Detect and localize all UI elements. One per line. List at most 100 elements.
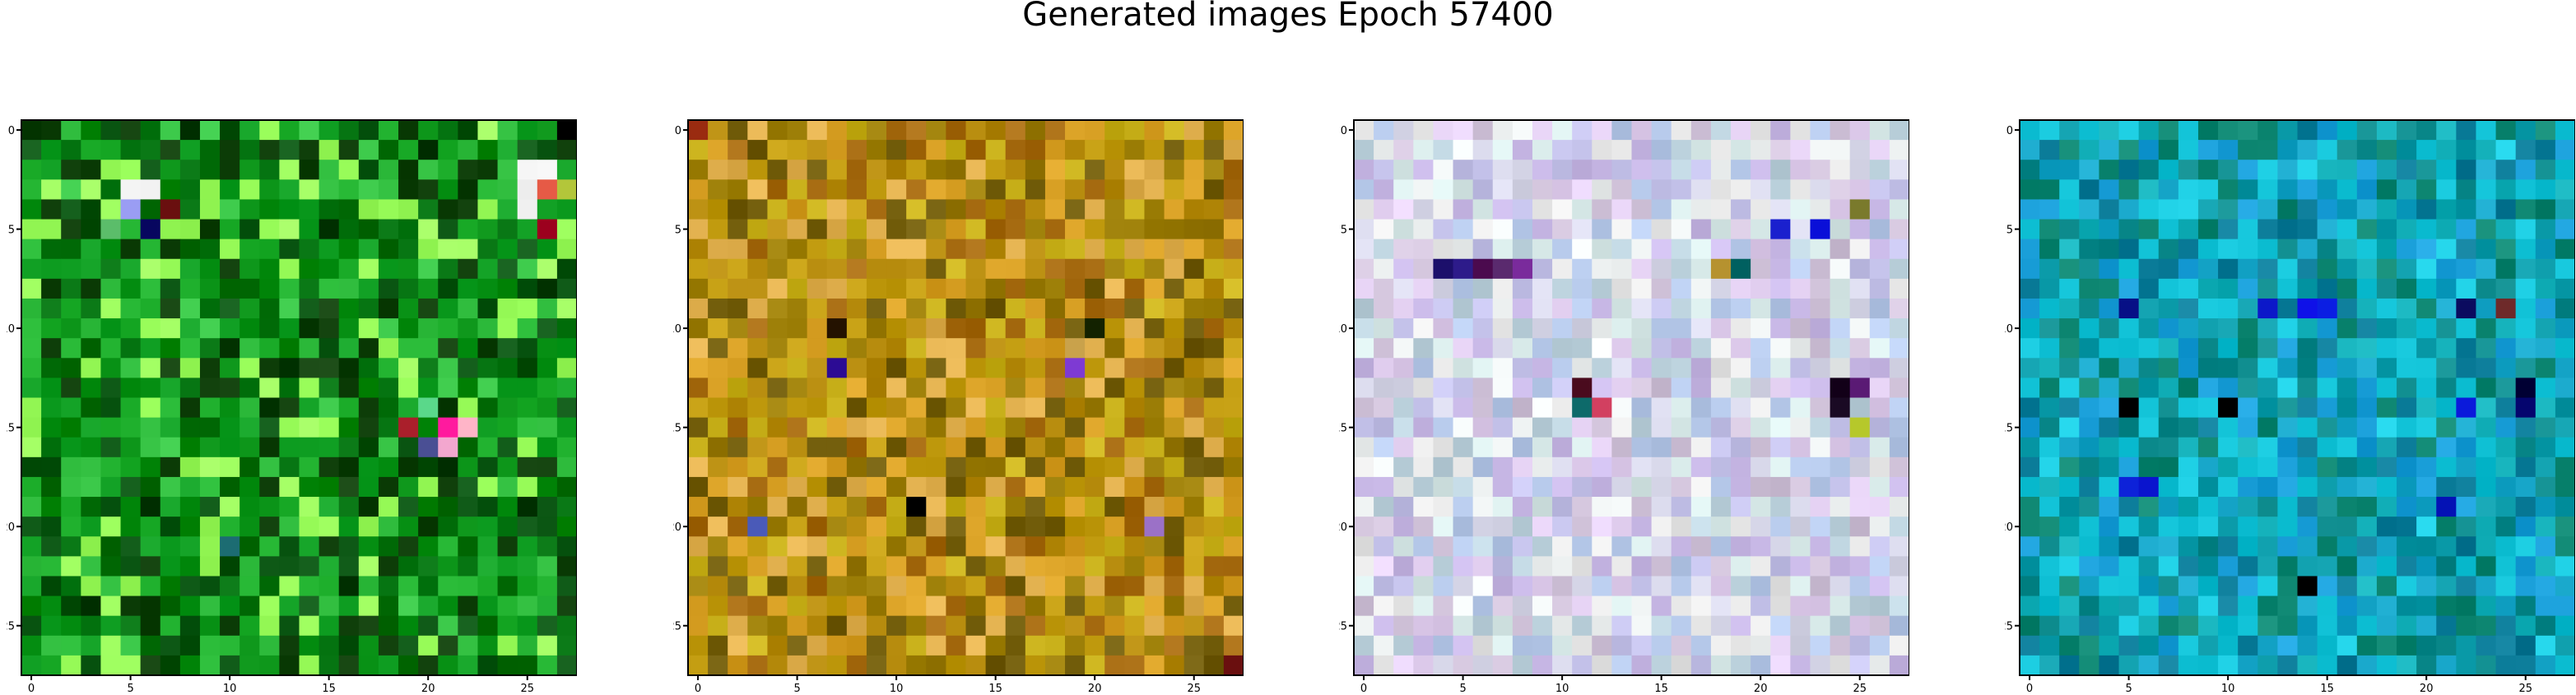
pixel: [1532, 179, 1553, 201]
pixel: [866, 278, 887, 299]
pixel: [1710, 140, 1732, 160]
pixel: [179, 536, 201, 557]
pixel: [418, 378, 439, 399]
pixel: [1611, 378, 1633, 399]
pixel: [1512, 615, 1533, 637]
pixel: [2356, 278, 2378, 299]
pixel: [866, 497, 887, 517]
pixel: [1472, 417, 1494, 438]
pixel: [906, 179, 927, 201]
pixel: [1830, 239, 1851, 260]
pixel: [2397, 318, 2417, 339]
pixel: [458, 199, 479, 220]
pixel: [2376, 417, 2397, 438]
pixel: [2317, 199, 2338, 220]
pixel: [1393, 239, 1414, 260]
pixel: [2277, 179, 2299, 201]
pixel: [946, 160, 967, 180]
pixel: [1512, 160, 1533, 180]
pixel: [2118, 358, 2140, 378]
pixel: [61, 120, 81, 141]
pixel: [2337, 655, 2358, 676]
pixel: [1183, 456, 1205, 478]
pixel: [100, 378, 122, 399]
pixel: [2397, 635, 2417, 656]
pixel: [2079, 437, 2100, 458]
pixel: [2059, 456, 2080, 478]
pixel: [1164, 219, 1185, 240]
pixel: [299, 199, 320, 220]
pixel: [1044, 397, 1066, 419]
pixel: [1085, 517, 1105, 537]
pixel: [1512, 576, 1533, 597]
pixel: [1472, 298, 1494, 319]
pixel: [2178, 437, 2199, 458]
pixel: [1690, 140, 1712, 160]
pixel: [2059, 120, 2080, 141]
x-tick-label: 0: [1360, 683, 1367, 693]
pixel: [1005, 140, 1026, 160]
pixel: [985, 595, 1007, 617]
pixel: [1044, 199, 1066, 220]
pixel: [1044, 120, 1066, 141]
pixel: [747, 536, 769, 557]
pixel: [1611, 417, 1633, 438]
pixel: [2158, 120, 2179, 141]
pixel: [1453, 179, 1474, 201]
pixel: [1751, 258, 1771, 280]
pixel: [21, 199, 42, 220]
pixel: [1849, 417, 1871, 438]
pixel: [1433, 635, 1454, 656]
pixel: [906, 517, 927, 537]
pixel: [965, 497, 987, 517]
pixel: [239, 615, 260, 637]
pixel: [2456, 476, 2477, 498]
pixel: [2158, 258, 2179, 280]
pixel: [1572, 615, 1593, 637]
pixel: [2099, 140, 2120, 160]
pixel: [2476, 417, 2497, 438]
pixel: [140, 239, 161, 260]
pixel: [378, 219, 399, 240]
pixel: [120, 378, 142, 399]
pixel: [239, 635, 260, 656]
pixel: [708, 140, 728, 160]
pixel: [61, 536, 81, 557]
pixel: [239, 655, 260, 676]
pixel: [199, 417, 221, 438]
pixel: [319, 536, 340, 557]
pixel: [100, 338, 122, 359]
pixel: [199, 318, 221, 339]
pixel: [1065, 358, 1086, 378]
pixel: [179, 556, 201, 577]
axes-frame: [21, 119, 577, 676]
pixel: [2099, 497, 2120, 517]
pixel: [2257, 556, 2278, 577]
pixel: [2356, 615, 2378, 637]
pixel: [2138, 576, 2160, 597]
pixel: [41, 476, 62, 498]
pixel: [1124, 298, 1146, 319]
pixel: [1453, 635, 1474, 656]
pixel: [378, 556, 399, 577]
pixel: [1065, 417, 1086, 438]
pixel: [1592, 199, 1612, 220]
y-tick-label: 25: [673, 621, 681, 633]
pixel: [2099, 378, 2120, 399]
pixel: [1203, 655, 1225, 676]
pixel: [2118, 338, 2140, 359]
pixel: [2555, 120, 2575, 141]
pixel: [1592, 318, 1612, 339]
pixel: [2476, 378, 2497, 399]
pixel: [965, 338, 987, 359]
pixel: [1005, 120, 1026, 141]
pixel: [199, 556, 221, 577]
pixel: [1710, 556, 1732, 577]
pixel: [1453, 655, 1474, 676]
pixel: [259, 318, 280, 339]
pixel: [1223, 140, 1244, 160]
pixel: [21, 140, 42, 160]
pixel: [985, 456, 1007, 478]
pixel: [1005, 219, 1026, 240]
pixel: [358, 497, 379, 517]
